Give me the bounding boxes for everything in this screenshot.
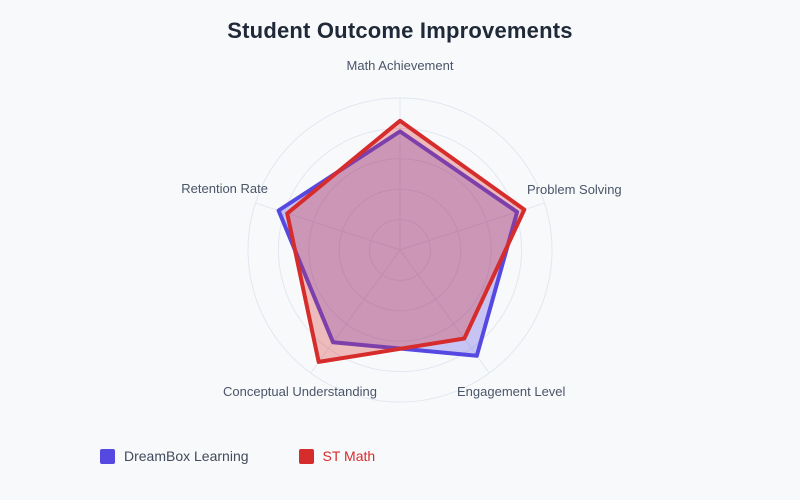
axis-label-problem-solving: Problem Solving xyxy=(527,182,622,197)
axis-label-math-achievement: Math Achievement xyxy=(346,58,454,73)
legend-label-st-math: ST Math xyxy=(322,448,376,464)
grid-spoke xyxy=(399,202,545,251)
series-polygon-st-math[interactable] xyxy=(285,118,527,364)
axis-label-engagement-level: Engagement Level xyxy=(457,384,566,399)
axis-label-retention-rate: Retention Rate xyxy=(181,181,268,196)
grid-spoke xyxy=(399,249,490,374)
chart-title: Student Outcome Improvements xyxy=(227,18,573,43)
legend-item-dreambox[interactable]: DreamBox Learning xyxy=(100,448,249,464)
legend-swatch-dreambox-icon xyxy=(100,448,115,464)
legend-label-dreambox: DreamBox Learning xyxy=(124,448,249,464)
legend: DreamBox Learning ST Math xyxy=(100,448,375,464)
legend-swatch-st-math-icon xyxy=(298,448,314,464)
axis-label-conceptual-understanding: Conceptual Understanding xyxy=(223,384,377,399)
legend-item-st-math[interactable]: ST Math xyxy=(298,448,376,464)
grid-spoke xyxy=(310,249,401,374)
